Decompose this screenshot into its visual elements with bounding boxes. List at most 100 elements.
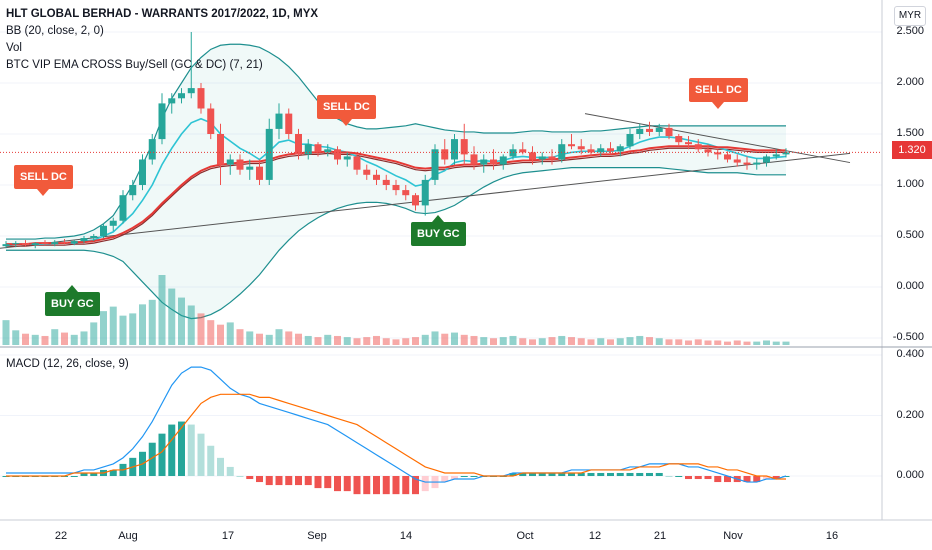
candle-body xyxy=(675,136,683,143)
macd-histogram-bar xyxy=(519,472,527,476)
volume-bar xyxy=(441,333,449,345)
volume-bar xyxy=(392,339,400,345)
y-tick-label: 2.500 xyxy=(896,25,924,37)
volume-bar xyxy=(304,335,312,345)
symbol-title: HLT GLOBAL BERHAD - WARRANTS 2017/2022, … xyxy=(6,8,319,20)
signal-sell-dc: SELL DC xyxy=(689,78,748,109)
volume-bar xyxy=(782,341,790,345)
volume-bar xyxy=(529,339,536,345)
currency-label[interactable]: MYR xyxy=(894,6,926,26)
macd-histogram-bar xyxy=(753,476,761,483)
y-tick-label: 0.400 xyxy=(896,348,924,360)
volume-bar xyxy=(382,338,390,345)
macd-histogram-bar xyxy=(451,476,458,480)
candle-body xyxy=(207,108,215,134)
macd-histogram-bar xyxy=(538,472,546,476)
candle-body xyxy=(100,225,107,236)
macd-histogram-bar xyxy=(665,476,673,477)
candle-body xyxy=(168,98,176,104)
macd-histogram-bar xyxy=(246,476,254,480)
macd-histogram-bar xyxy=(607,472,614,476)
candle-body xyxy=(782,152,790,155)
candle-body xyxy=(61,242,68,244)
volume-bar xyxy=(31,334,39,345)
candle-body xyxy=(577,146,585,150)
volume-bar xyxy=(724,341,731,345)
candle-body xyxy=(772,154,780,157)
macd-histogram-bar xyxy=(236,476,244,477)
y-tick-label: 0.000 xyxy=(896,280,924,292)
macd-histogram-bar xyxy=(382,476,390,495)
candle-body xyxy=(460,139,468,155)
candle-body xyxy=(382,179,390,185)
macd-histogram-bar xyxy=(577,472,585,476)
volume-bar xyxy=(343,337,351,345)
macd-histogram-bar xyxy=(529,472,536,476)
ema-slow-line xyxy=(6,147,786,247)
candle-body xyxy=(743,162,751,165)
candle-body xyxy=(295,134,302,155)
candle-body xyxy=(119,195,127,221)
candle-body xyxy=(733,159,741,163)
candle-body xyxy=(509,149,517,157)
macd-histogram-bar xyxy=(763,476,770,480)
candle-body xyxy=(441,149,449,160)
volume-bar xyxy=(743,341,751,345)
volume-bar xyxy=(324,334,332,345)
macd-histogram-bar xyxy=(704,476,712,480)
macd-histogram-bar xyxy=(685,476,692,480)
volume-bar xyxy=(373,335,380,345)
candle-body xyxy=(70,241,78,244)
volume-bar xyxy=(675,339,683,345)
bb-legend: BB (20, close, 2, 0) xyxy=(6,25,104,37)
signal-sell-dc: SELL DC xyxy=(317,95,376,126)
volume-bar xyxy=(275,329,283,345)
x-tick-label: Oct xyxy=(516,530,534,542)
volume-bar xyxy=(139,304,146,345)
y-tick-label: 0.500 xyxy=(896,229,924,241)
macd-histogram-bar xyxy=(714,476,722,483)
y-tick-label: 0.200 xyxy=(896,408,924,421)
candle-body xyxy=(587,149,595,153)
macd-histogram-bar xyxy=(70,476,78,477)
macd-histogram-bar xyxy=(275,476,283,486)
signal-sell-dc: SELL DC xyxy=(14,165,73,196)
macd-histogram-bar xyxy=(109,469,117,476)
volume-bar xyxy=(694,339,702,345)
volume-bar xyxy=(80,331,88,345)
macd-histogram-bar xyxy=(441,476,449,483)
candle-body xyxy=(402,190,410,196)
volume-bar xyxy=(685,340,692,345)
volume-bar xyxy=(509,335,517,345)
candle-body xyxy=(314,144,322,153)
macd-histogram-bar xyxy=(178,421,185,476)
candle-body xyxy=(665,127,673,137)
volume-bar xyxy=(158,275,166,345)
candle-body xyxy=(343,156,351,160)
x-tick-label: Sep xyxy=(307,530,327,542)
candle-body xyxy=(363,169,371,175)
macd-histogram-bar xyxy=(548,472,556,476)
candle-body xyxy=(655,127,663,132)
candle-body xyxy=(470,154,478,165)
macd-histogram-bar xyxy=(207,445,215,476)
macd-histogram-bar xyxy=(587,472,595,476)
candle-body xyxy=(558,144,566,160)
macd-histogram-bar xyxy=(421,476,429,492)
x-tick-label: 21 xyxy=(653,530,667,542)
candle-body xyxy=(22,243,29,246)
volume-bar xyxy=(207,320,215,345)
volume-bar xyxy=(480,337,488,345)
candle-body xyxy=(41,243,49,245)
macd-legend: MACD (12, 26, close, 9) xyxy=(6,358,129,370)
volume-bar xyxy=(256,333,263,345)
macd-histogram-bar xyxy=(353,476,361,495)
volume-bar xyxy=(646,337,653,345)
volume-bar xyxy=(353,338,361,345)
volume-bar xyxy=(655,338,663,345)
volume-bar xyxy=(314,337,322,345)
ema-cross-line xyxy=(6,145,786,246)
bb-lower-line xyxy=(6,167,786,320)
macd-histogram-bar xyxy=(265,476,273,486)
